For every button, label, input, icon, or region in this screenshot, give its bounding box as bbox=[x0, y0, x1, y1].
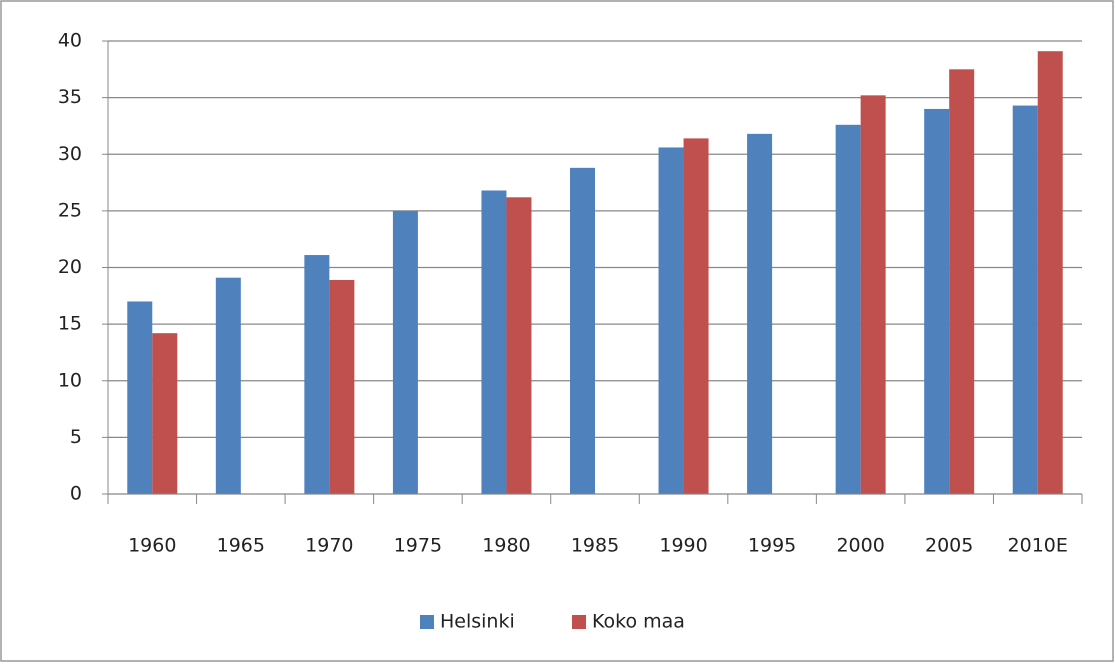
x-tick-label: 1990 bbox=[659, 535, 707, 557]
y-tick-label: 35 bbox=[58, 86, 82, 108]
bar bbox=[304, 255, 330, 494]
x-tick-label: 2010E bbox=[1008, 535, 1068, 557]
y-tick-label: 15 bbox=[58, 313, 82, 335]
bar bbox=[1012, 105, 1038, 495]
legend-swatch bbox=[420, 615, 434, 629]
bar bbox=[152, 333, 178, 494]
y-tick-label: 30 bbox=[58, 143, 82, 165]
bar bbox=[506, 197, 532, 494]
x-tick-label: 2005 bbox=[925, 535, 973, 557]
bar bbox=[835, 124, 861, 495]
bar bbox=[215, 277, 241, 494]
y-tick-label: 5 bbox=[70, 426, 82, 448]
legend-swatch bbox=[572, 615, 586, 629]
bar bbox=[860, 95, 886, 495]
bar bbox=[924, 108, 950, 494]
x-tick-label: 1985 bbox=[571, 535, 619, 557]
bar bbox=[747, 133, 773, 495]
bar bbox=[683, 138, 709, 494]
x-tick-label: 1995 bbox=[748, 535, 796, 557]
x-tick-label: 1970 bbox=[305, 535, 353, 557]
x-tick-label: 2000 bbox=[836, 535, 884, 557]
y-tick-label: 10 bbox=[58, 369, 82, 391]
y-tick-label: 20 bbox=[58, 256, 82, 278]
y-tick-label: 40 bbox=[58, 30, 82, 52]
bar bbox=[127, 301, 153, 494]
x-tick-label: 1960 bbox=[128, 535, 176, 557]
y-tick-label: 0 bbox=[70, 483, 82, 505]
legend-label: Koko maa bbox=[592, 611, 685, 633]
bar bbox=[392, 210, 418, 494]
bar bbox=[949, 69, 975, 494]
x-tick-label: 1975 bbox=[394, 535, 442, 557]
bar bbox=[481, 190, 507, 495]
y-tick-label: 25 bbox=[58, 199, 82, 221]
x-tick-label: 1980 bbox=[482, 535, 530, 557]
bar bbox=[658, 147, 684, 494]
bar bbox=[329, 279, 355, 494]
x-tick-label: 1965 bbox=[217, 535, 265, 557]
bar bbox=[1037, 51, 1063, 494]
bar bbox=[570, 167, 595, 494]
legend-label: Helsinki bbox=[440, 611, 515, 633]
